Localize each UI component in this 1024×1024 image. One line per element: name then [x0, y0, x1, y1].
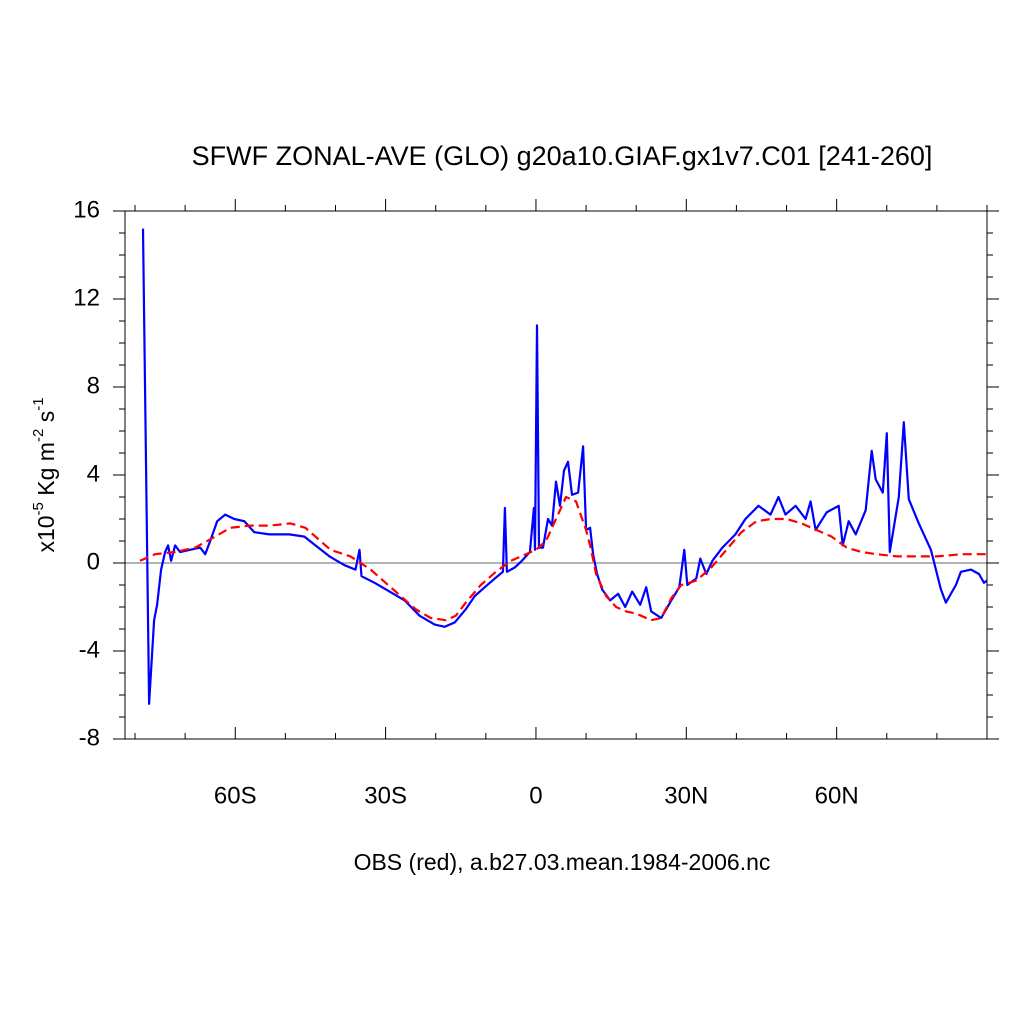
y-label-part: Kg m: [33, 442, 59, 502]
y-tick-label: 4: [87, 460, 100, 487]
x-tick-label: 60S: [214, 782, 257, 809]
y-axis-label: x10-5 Kg m-2 s-1: [30, 397, 59, 552]
data-line: [139, 495, 987, 622]
y-label-superscript: -1: [30, 397, 47, 410]
x-tick-label: 0: [529, 782, 542, 809]
y-tick-label: -4: [79, 636, 100, 663]
x-axis-label: OBS (red), a.b27.03.mean.1984-2006.nc: [354, 849, 771, 875]
y-tick-label: 0: [87, 548, 100, 575]
y-tick-label: 8: [87, 372, 100, 399]
plot-frame: [124, 210, 988, 740]
chart-title: SFWF ZONAL-AVE (GLO) g20a10.GIAF.gx1v7.C…: [192, 141, 933, 171]
y-tick-label: -8: [79, 724, 100, 751]
y-label-superscript: -2: [30, 429, 47, 442]
y-label-part: x10: [33, 515, 59, 552]
x-tick-label: 60N: [815, 782, 859, 809]
x-tick-label: 30S: [364, 782, 407, 809]
y-label-part: s: [33, 411, 59, 429]
y-label-superscript: -5: [30, 502, 47, 515]
data-line: [141, 228, 988, 705]
x-tick-label: 30N: [664, 782, 708, 809]
y-tick-label: 12: [73, 284, 100, 311]
y-tick-label: 16: [73, 196, 100, 223]
